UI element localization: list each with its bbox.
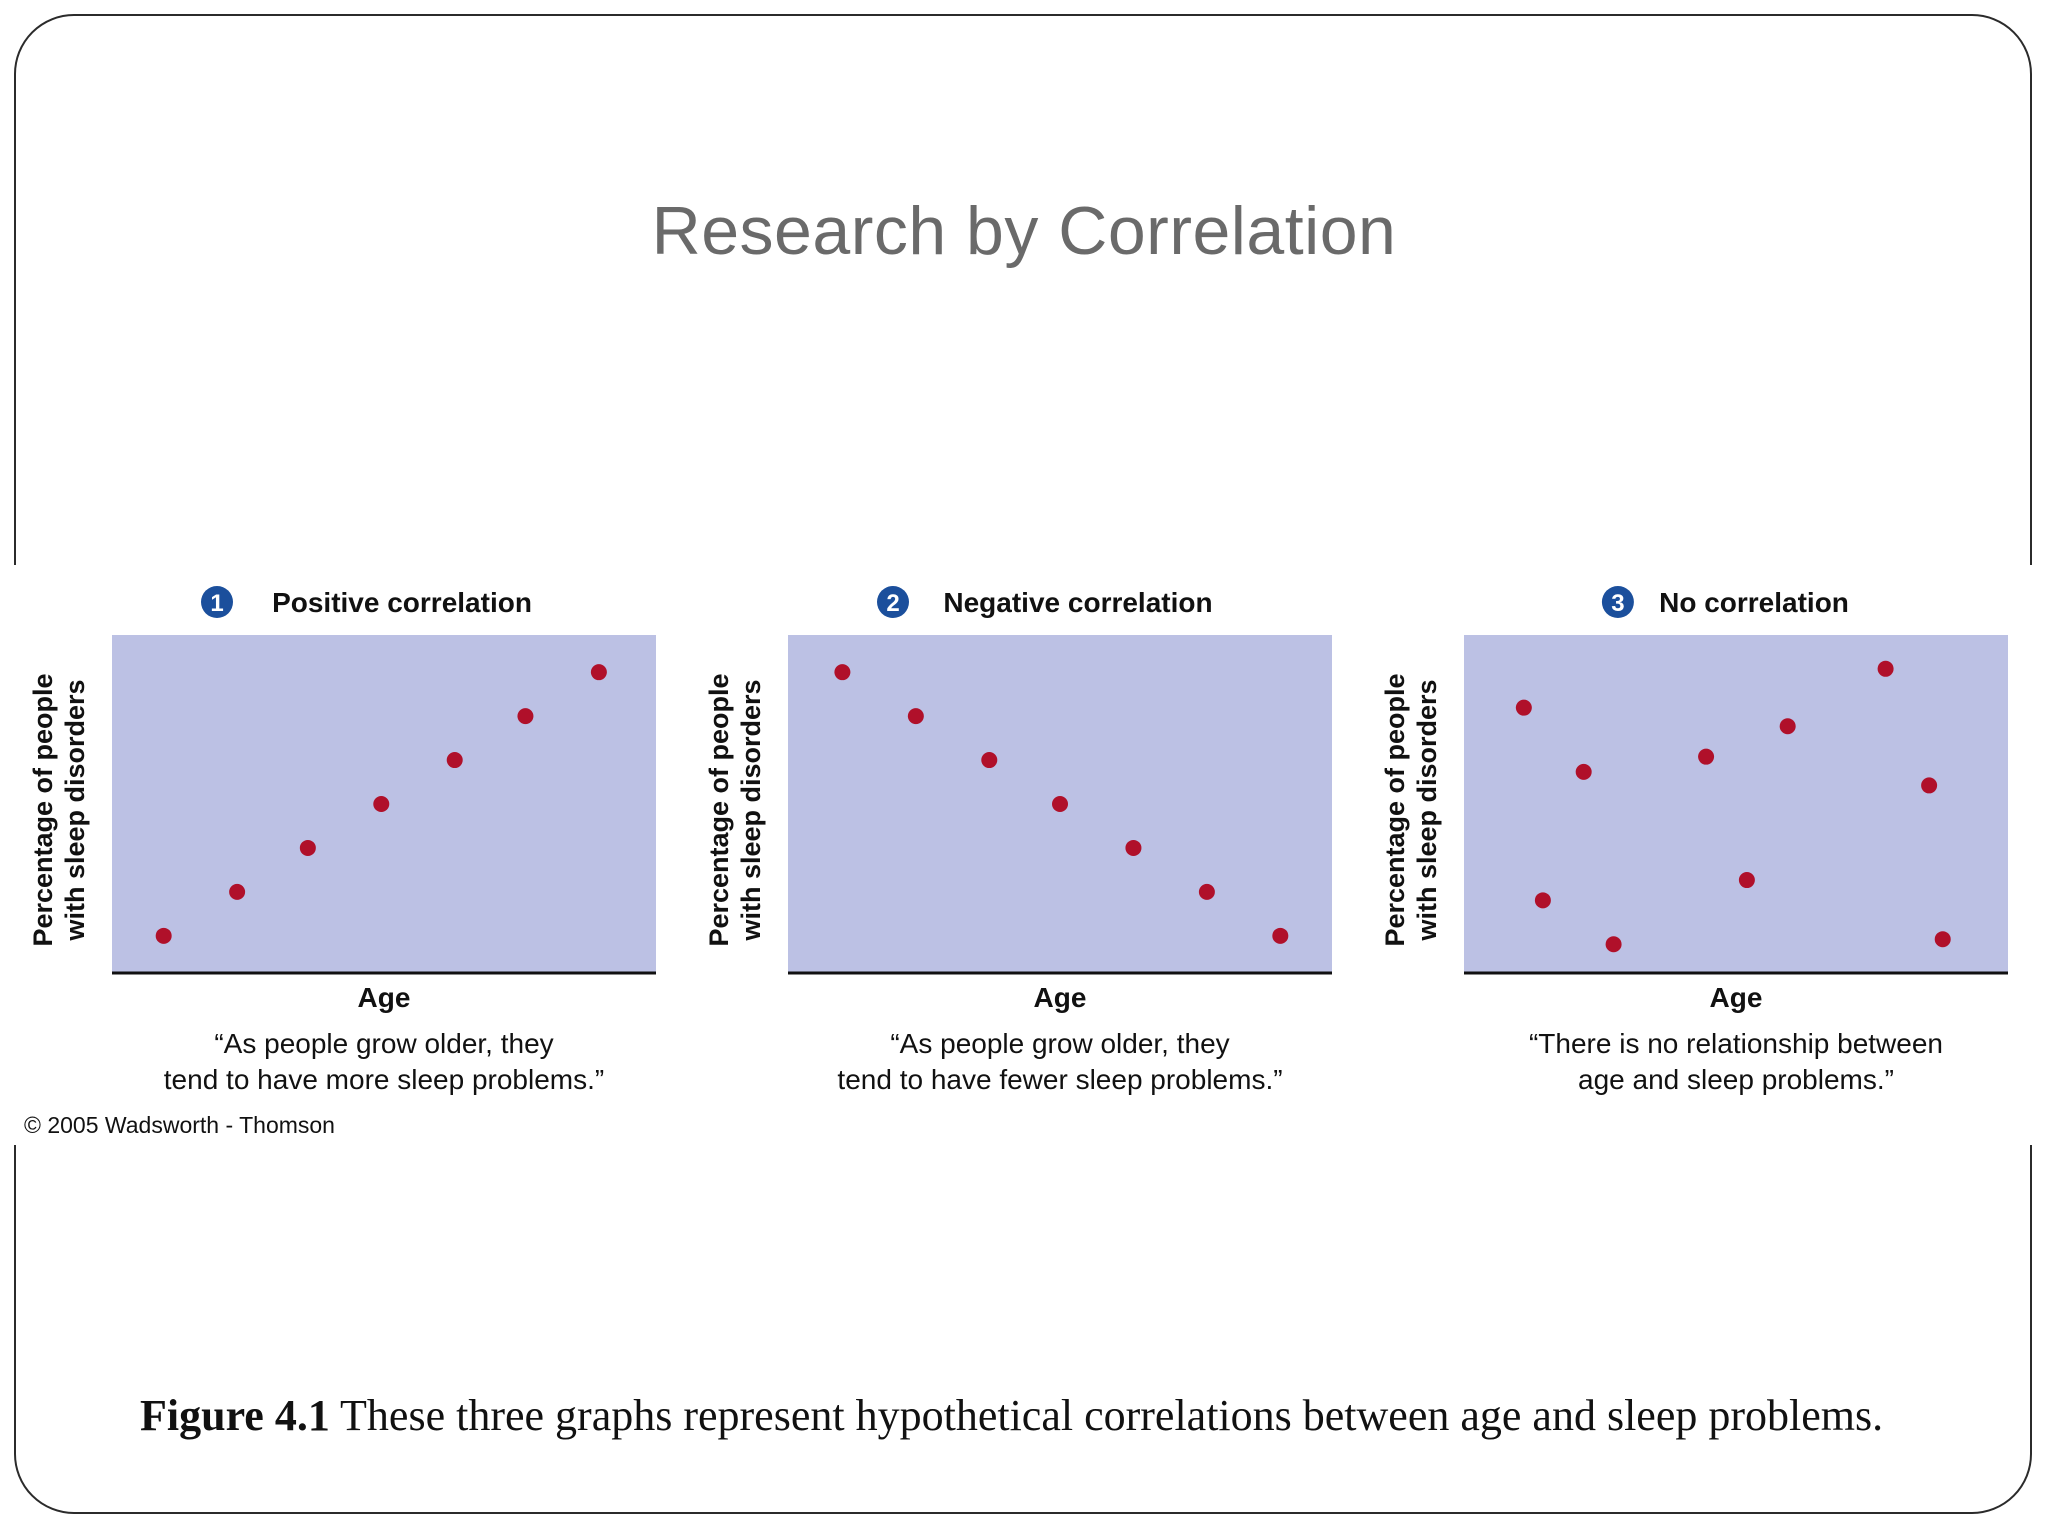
y-axis-label-line2: with sleep disorders: [60, 679, 90, 941]
data-point: [1515, 699, 1532, 716]
y-axis-label-line1: Percentage of people: [704, 673, 734, 946]
data-point: [834, 664, 851, 681]
slide-title: Research by Correlation: [651, 193, 1397, 269]
y-axis-label-line2: with sleep disorders: [736, 679, 766, 941]
data-point: [517, 708, 534, 725]
data-point: [446, 752, 463, 769]
x-axis-label: Age: [1710, 982, 1763, 1013]
data-point: [590, 664, 607, 681]
chart-title: Positive correlation: [272, 587, 532, 618]
quote-line2: tend to have fewer sleep problems.”: [837, 1064, 1282, 1095]
x-axis-label: Age: [358, 982, 411, 1013]
chart-2: Negative correlation 2 Percentage of peopl…: [704, 586, 1332, 1095]
data-point: [1575, 763, 1592, 780]
number-badge: [877, 586, 909, 618]
chart-3: No correlation 3 Percentage of people with …: [1380, 586, 2008, 1095]
number-badge: [1601, 586, 1634, 618]
number-badge-label: 2: [886, 590, 899, 617]
y-axis-label-line2: with sleep disorders: [1412, 679, 1442, 941]
caption-label: Figure 4.1: [140, 1391, 330, 1440]
number-badge-label: 1: [210, 590, 223, 617]
data-point: [1779, 718, 1796, 735]
quote-line1: “As people grow older, they: [890, 1028, 1229, 1059]
data-point: [907, 708, 924, 725]
number-badge-label: 3: [1611, 590, 1624, 617]
caption-text: These three graphs represent hypothetica…: [329, 1391, 1884, 1440]
data-point: [1198, 883, 1215, 900]
data-point: [981, 752, 998, 769]
data-point: [1534, 892, 1551, 909]
quote-line1: “There is no relationship between: [1529, 1028, 1943, 1059]
x-axis-label: Age: [1034, 982, 1087, 1013]
data-point: [1921, 777, 1938, 794]
figure-caption: Figure 4.1 These three graphs represent …: [140, 1390, 2000, 1441]
plot-area: [1464, 635, 2008, 973]
quote-line1: “As people grow older, they: [214, 1028, 553, 1059]
data-point: [229, 883, 246, 900]
data-point: [1934, 931, 1951, 948]
y-axis-label-line1: Percentage of people: [1380, 673, 1410, 946]
chart-title: Negative correlation: [943, 587, 1212, 618]
number-badge: [201, 586, 233, 618]
data-point: [1698, 748, 1715, 765]
chart-title: No correlation: [1659, 587, 1849, 618]
chart-1: Positive correlation 1 Percentage of peopl…: [28, 586, 656, 1095]
data-point: [373, 796, 390, 812]
quote-line2: tend to have more sleep problems.”: [164, 1064, 604, 1095]
data-point: [155, 927, 172, 944]
y-axis-label-line1: Percentage of people: [28, 673, 58, 946]
data-point: [1272, 927, 1289, 944]
copyright-notice: © 2005 Wadsworth - Thomson: [24, 1112, 335, 1138]
data-point: [1877, 660, 1894, 677]
correlation-figure: Positive correlation 1 Percentage of peopl…: [28, 586, 2008, 1095]
quote-line2: age and sleep problems.”: [1578, 1064, 1894, 1095]
data-point: [1052, 796, 1068, 812]
data-point: [1738, 872, 1755, 889]
data-point: [1605, 936, 1622, 953]
data-point: [1125, 839, 1142, 856]
data-point: [299, 839, 316, 856]
